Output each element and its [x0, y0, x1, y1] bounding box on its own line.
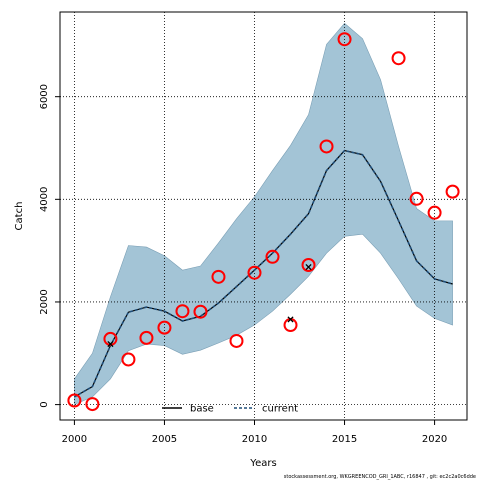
axes-layer: 2000 2005 2010 2015 2020 0 2000 4000 6000 — [39, 84, 447, 445]
points-layer — [67, 32, 460, 412]
legend: base current — [162, 404, 298, 415]
observed-point-2008 — [211, 269, 226, 284]
y-tick-label-2000: 2000 — [39, 289, 50, 314]
series-layer — [74, 149, 453, 398]
observed-point-2001 — [85, 397, 100, 412]
observed-point-2007 — [193, 304, 208, 319]
cross-marker-2013 — [305, 264, 312, 271]
series-line-current — [74, 149, 453, 398]
footer-note: stockassessment.org, WKGREENCOD_GRI_1ABC… — [284, 474, 476, 480]
observed-point-2020 — [427, 205, 442, 220]
legend-label-base: base — [190, 404, 214, 415]
grid-layer — [60, 12, 467, 420]
confidence-band-layer — [74, 22, 453, 406]
observed-point-2005 — [157, 320, 172, 335]
x-tick-label-2015: 2015 — [332, 434, 357, 445]
observed-point-2021 — [445, 184, 460, 199]
observed-point-2003 — [121, 352, 136, 367]
cross-stroke — [107, 340, 114, 348]
y-tick-label-4000: 4000 — [39, 187, 50, 212]
legend-label-current: current — [262, 404, 298, 415]
legend-item-base: base — [162, 404, 214, 415]
plot-frame — [59, 11, 468, 421]
x-tick-label-2005: 2005 — [152, 434, 177, 445]
observed-point-2000 — [67, 393, 82, 408]
observed-point-2019 — [409, 191, 424, 206]
observed-point-2013 — [301, 258, 316, 273]
cross-stroke — [305, 264, 312, 271]
observed-point-2009 — [229, 333, 244, 348]
observed-point-2018 — [391, 51, 406, 66]
observed-point-2004 — [139, 330, 154, 345]
x-axis-label: Years — [249, 458, 276, 469]
observed-point-2015 — [337, 32, 352, 47]
observed-point-2006 — [175, 304, 190, 319]
observed-point-2014 — [319, 139, 334, 154]
cross-marker-2002 — [107, 340, 114, 348]
y-axis-label: Catch — [14, 202, 25, 231]
x-tick-label-2010: 2010 — [242, 434, 267, 445]
y-tick-label-6000: 6000 — [39, 84, 50, 109]
legend-item-current: current — [234, 404, 298, 415]
x-tick-label-2000: 2000 — [62, 434, 87, 445]
cross-marker-2012 — [287, 316, 294, 323]
cross-stroke — [287, 316, 294, 323]
confidence-band — [74, 22, 453, 406]
observed-point-2010 — [247, 265, 262, 280]
observed-point-2011 — [265, 249, 280, 264]
y-tick-label-0: 0 — [39, 401, 50, 407]
x-tick-label-2020: 2020 — [422, 434, 447, 445]
